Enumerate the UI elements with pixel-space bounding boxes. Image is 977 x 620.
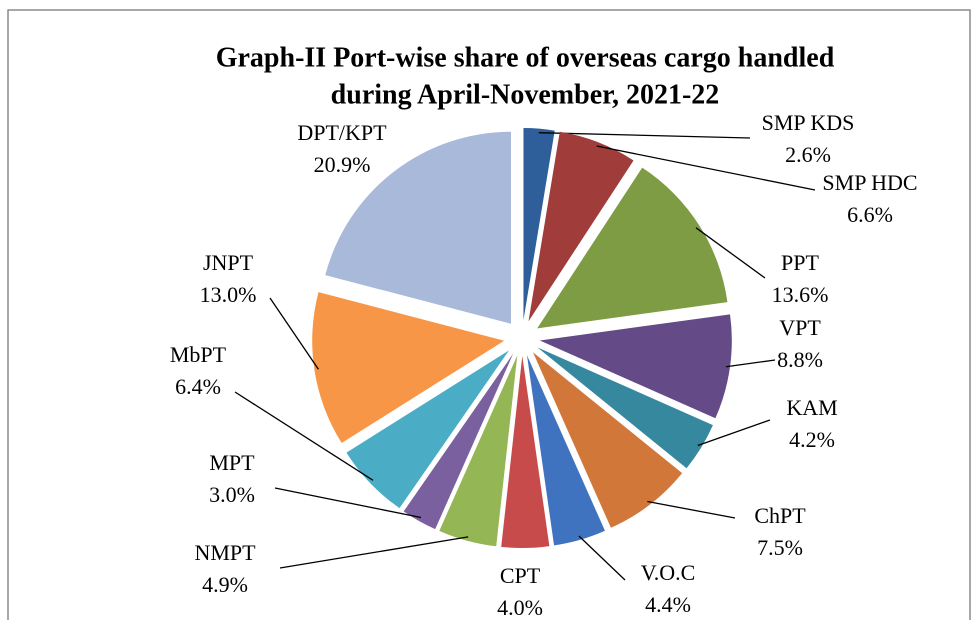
pie-slice <box>528 131 634 322</box>
slice-label-value: 13.0% <box>200 282 257 307</box>
slice-label-name: MPT <box>209 450 255 475</box>
slice-label-value: 20.9% <box>314 152 371 177</box>
pie-slice <box>532 352 683 528</box>
leader-line <box>695 227 766 279</box>
leader-line <box>578 535 626 581</box>
slice-label-name: SMP KDS <box>762 110 855 135</box>
slice-label-name: DPT/KPT <box>297 120 387 145</box>
leader-line <box>697 419 771 447</box>
leader-line <box>647 500 736 519</box>
slice-label-name: V.O.C <box>641 560 696 585</box>
slice-label-name: KAM <box>786 395 837 420</box>
slice-label-value: 4.9% <box>202 572 248 597</box>
pie-slice <box>537 167 728 329</box>
slice-label-value: 4.2% <box>789 427 835 452</box>
leader-line <box>538 132 751 139</box>
chart-title-line1: Graph-II Port-wise share of overseas car… <box>216 42 835 73</box>
slice-label-name: PPT <box>781 250 819 275</box>
slice-label-name: VPT <box>779 315 821 340</box>
slice-label-value: 8.8% <box>777 347 823 372</box>
pie-slice <box>539 314 732 419</box>
slice-label-value: 3.0% <box>209 482 255 507</box>
pie-slice <box>403 353 514 530</box>
slice-label-value: 7.5% <box>757 535 803 560</box>
slice-label-value: 4.0% <box>497 595 543 620</box>
slice-label-name: CPT <box>500 563 541 588</box>
slice-label-name: MbPT <box>170 342 227 367</box>
slice-label-value: 4.4% <box>645 592 691 617</box>
pie-slice <box>312 292 505 443</box>
pie-slice <box>523 128 555 321</box>
slice-label-value: 6.6% <box>847 202 893 227</box>
pie-slice <box>501 355 550 548</box>
slice-label-name: JNPT <box>203 250 254 275</box>
leader-line <box>725 359 776 368</box>
leader-line <box>274 487 422 519</box>
chart-title-line2: during April-November, 2021-22 <box>331 79 720 110</box>
pie-slice <box>325 131 512 324</box>
slice-label-value: 6.4% <box>175 374 221 399</box>
slice-label-name: ChPT <box>754 503 806 528</box>
leader-line <box>269 297 319 370</box>
leader-line <box>596 145 816 191</box>
leader-line <box>234 391 374 481</box>
slice-label-value: 2.6% <box>785 142 831 167</box>
pie-slice <box>439 355 518 547</box>
leader-line <box>279 536 469 569</box>
slice-label-name: NMPT <box>194 540 256 565</box>
slice-label-value: 13.6% <box>772 282 829 307</box>
slice-label-name: SMP HDC <box>822 170 917 195</box>
pie-slice <box>526 355 605 546</box>
pie-slice <box>537 347 713 469</box>
pie-slice <box>346 350 509 509</box>
